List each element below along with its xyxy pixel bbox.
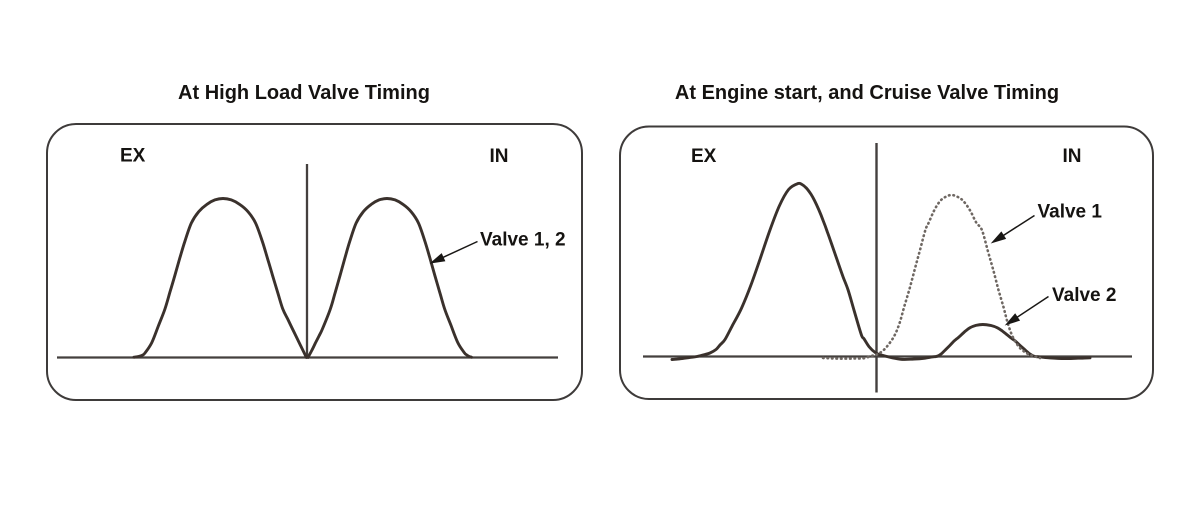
svg-text:Valve 2: Valve 2 (1052, 285, 1116, 306)
svg-text:Valve 1: Valve 1 (1038, 202, 1103, 223)
svg-text:Valve 1, 2: Valve 1, 2 (480, 230, 566, 251)
svg-text:At Engine start, and Cruise Va: At Engine start, and Cruise Valve Timing (675, 82, 1059, 104)
svg-text:At High Load Valve Timing: At High Load Valve Timing (178, 82, 430, 104)
svg-text:EX: EX (120, 146, 146, 167)
svg-text:EX: EX (691, 146, 717, 167)
svg-text:IN: IN (1063, 146, 1082, 167)
svg-text:IN: IN (490, 146, 509, 167)
